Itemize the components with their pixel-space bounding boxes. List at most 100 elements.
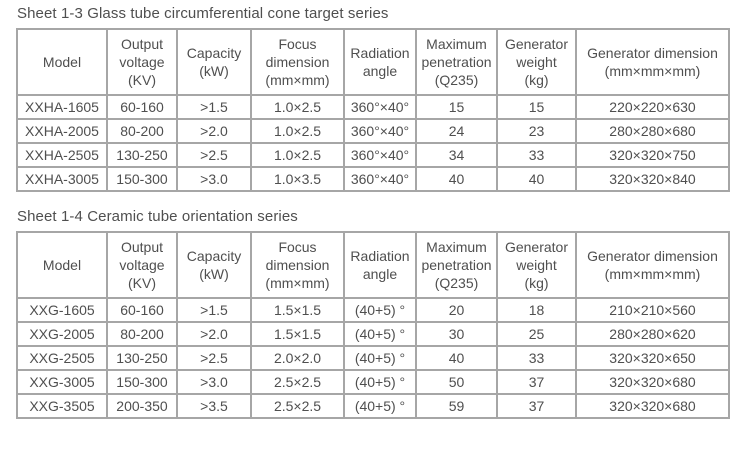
table-cell: 2.5×2.5 — [250, 369, 345, 395]
column-header: Generator weight (kg) — [496, 28, 577, 96]
table-cell: 40 — [415, 345, 498, 371]
table-cell: (40+5) ° — [343, 297, 417, 323]
table-cell: 37 — [496, 393, 577, 419]
table-cell: 30 — [415, 321, 498, 347]
table-cell: 360°×40° — [343, 166, 417, 192]
table-cell: 130-250 — [106, 345, 178, 371]
column-header: Output voltage (KV) — [106, 231, 178, 299]
table-cell: XXHA-2505 — [16, 142, 108, 168]
table-cell: 25 — [496, 321, 577, 347]
column-header: Focus dimension (mm×mm) — [250, 28, 345, 96]
table-cell: 280×280×620 — [575, 321, 730, 347]
table-cell: >3.5 — [176, 393, 252, 419]
table-cell: 1.0×2.5 — [250, 94, 345, 120]
table-cell: 1.0×2.5 — [250, 142, 345, 168]
table-row: XXG-3005 150-300 >3.0 2.5×2.5 (40+5) ° 50 37 32… — [16, 369, 730, 395]
table-cell: 1.5×1.5 — [250, 297, 345, 323]
table-cell: XXG-2005 — [16, 321, 108, 347]
table-cell: 24 — [415, 118, 498, 144]
table-cell: 1.0×2.5 — [250, 118, 345, 144]
header-row: Model Output voltage (KV) Capacity (kW) Foc… — [16, 231, 730, 299]
sheet-1-3-title: Sheet 1-3 Glass tube circumferential con… — [17, 5, 389, 22]
table-cell: (40+5) ° — [343, 321, 417, 347]
column-header: Model — [16, 231, 108, 299]
sheet-1-4-title: Sheet 1-4 Ceramic tube orientation serie… — [17, 208, 298, 225]
table-cell: XXG-3505 — [16, 393, 108, 419]
table-row: XXG-3505 200-350 >3.5 2.5×2.5 (40+5) ° 59 37 32… — [16, 393, 730, 419]
column-header: Radiation angle — [343, 28, 417, 96]
table-cell: 2.5×2.5 — [250, 393, 345, 419]
table-cell: 150-300 — [106, 166, 178, 192]
table-cell: XXG-3005 — [16, 369, 108, 395]
table-cell: 80-200 — [106, 321, 178, 347]
table-cell: 130-250 — [106, 142, 178, 168]
table-cell: 360°×40° — [343, 94, 417, 120]
table-cell: >3.0 — [176, 166, 252, 192]
table-cell: 33 — [496, 142, 577, 168]
table-cell: >1.5 — [176, 94, 252, 120]
table-row: XXG-2005 80-200 >2.0 1.5×1.5 (40+5) ° 30 25 280… — [16, 321, 730, 347]
table-cell: 360°×40° — [343, 142, 417, 168]
table-cell: 200-350 — [106, 393, 178, 419]
table-cell: 320×320×650 — [575, 345, 730, 371]
column-header: Capacity (kW) — [176, 28, 252, 96]
table-cell: 320×320×680 — [575, 393, 730, 419]
table-cell: 2.0×2.0 — [250, 345, 345, 371]
table-cell: (40+5) ° — [343, 345, 417, 371]
table-cell: >3.0 — [176, 369, 252, 395]
table-cell: (40+5) ° — [343, 369, 417, 395]
table-row: XXHA-2005 80-200 >2.0 1.0×2.5 360°×40° 24 23 28… — [16, 118, 730, 144]
table-cell: 280×280×680 — [575, 118, 730, 144]
table-cell: 60-160 — [106, 297, 178, 323]
column-header: Generator weight (kg) — [496, 231, 577, 299]
table-cell: XXHA-2005 — [16, 118, 108, 144]
column-header: Maximum penetration (Q235) — [415, 231, 498, 299]
table-row: XXG-1605 60-160 >1.5 1.5×1.5 (40+5) ° 20 18 210… — [16, 297, 730, 323]
column-header: Generator dimension (mm×mm×mm) — [575, 28, 730, 96]
table-row: XXHA-2505 130-250 >2.5 1.0×2.5 360°×40° 34 33 3… — [16, 142, 730, 168]
table-cell: >2.0 — [176, 118, 252, 144]
table-cell: XXHA-3005 — [16, 166, 108, 192]
table-cell: 320×320×750 — [575, 142, 730, 168]
table-cell: XXG-1605 — [16, 297, 108, 323]
table-cell: >2.5 — [176, 345, 252, 371]
table-cell: 18 — [496, 297, 577, 323]
table-cell: 59 — [415, 393, 498, 419]
table-cell: 1.0×3.5 — [250, 166, 345, 192]
table-cell: 20 — [415, 297, 498, 323]
table-cell: 360°×40° — [343, 118, 417, 144]
table-cell: 210×210×560 — [575, 297, 730, 323]
table-cell: >1.5 — [176, 297, 252, 323]
table-cell: 150-300 — [106, 369, 178, 395]
column-header: Maximum penetration (Q235) — [415, 28, 498, 96]
table-cell: >2.0 — [176, 321, 252, 347]
column-header: Radiation angle — [343, 231, 417, 299]
table-row: XXG-2505 130-250 >2.5 2.0×2.0 (40+5) ° 40 33 32… — [16, 345, 730, 371]
ceramic-tube-spec-table: Model Output voltage (KV) Capacity (kW) Foc… — [16, 231, 730, 419]
table-cell: 37 — [496, 369, 577, 395]
table-cell: 80-200 — [106, 118, 178, 144]
column-header: Model — [16, 28, 108, 96]
table-cell: >2.5 — [176, 142, 252, 168]
column-header: Output voltage (KV) — [106, 28, 178, 96]
table-row: XXHA-3005 150-300 >3.0 1.0×3.5 360°×40° 40 40 3… — [16, 166, 730, 192]
table-cell: 40 — [415, 166, 498, 192]
sheet-1-3-glass-tube-section: Sheet 1-3 Glass tube circumferential con… — [16, 5, 750, 192]
table-cell: 60-160 — [106, 94, 178, 120]
column-header: Capacity (kW) — [176, 231, 252, 299]
table-cell: (40+5) ° — [343, 393, 417, 419]
table-cell: 23 — [496, 118, 577, 144]
table-cell: 220×220×630 — [575, 94, 730, 120]
table-cell: 40 — [496, 166, 577, 192]
table-cell: 320×320×680 — [575, 369, 730, 395]
table-cell: 320×320×840 — [575, 166, 730, 192]
table-row: XXHA-1605 60-160 >1.5 1.0×2.5 360°×40° 15 15 22… — [16, 94, 730, 120]
table-cell: 33 — [496, 345, 577, 371]
table-cell: 34 — [415, 142, 498, 168]
glass-tube-spec-table: Model Output voltage (KV) Capacity (kW) Foc… — [16, 28, 730, 192]
table-cell: 15 — [415, 94, 498, 120]
header-row: Model Output voltage (KV) Capacity (kW) Foc… — [16, 28, 730, 96]
column-header: Focus dimension (mm×mm) — [250, 231, 345, 299]
table-cell: 1.5×1.5 — [250, 321, 345, 347]
